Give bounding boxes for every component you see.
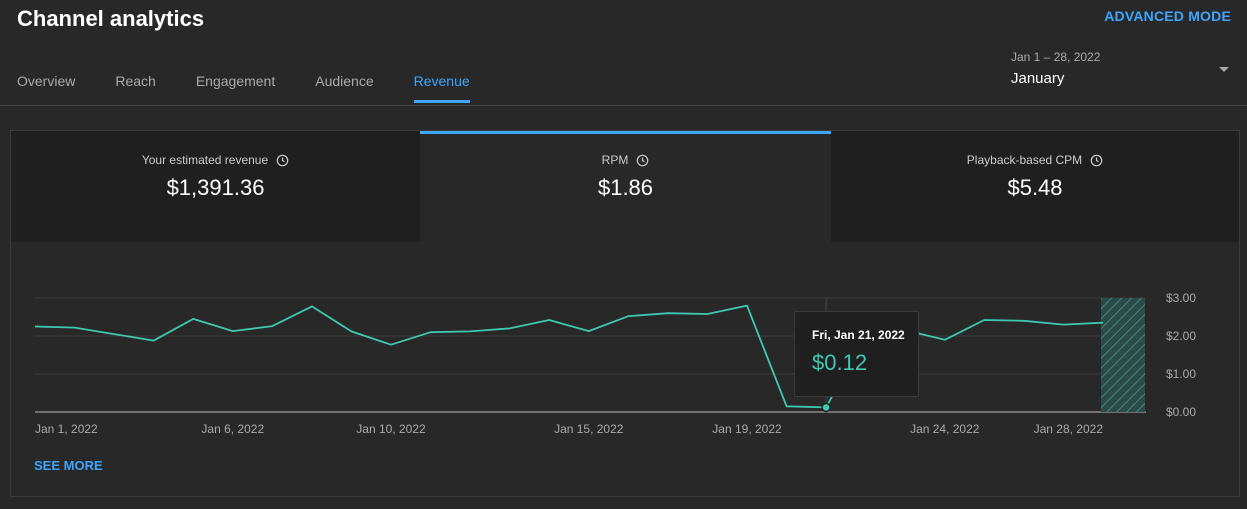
see-more-link[interactable]: SEE MORE bbox=[34, 458, 103, 473]
date-range-dropdown[interactable]: Jan 1 – 28, 2022 January bbox=[1011, 50, 1233, 94]
metric-estimated-revenue[interactable]: Your estimated revenue $1,391.36 bbox=[11, 131, 420, 242]
data-point[interactable] bbox=[309, 303, 315, 309]
y-tick-label: $1.00 bbox=[1166, 367, 1196, 381]
data-point[interactable] bbox=[1021, 318, 1027, 324]
data-point[interactable] bbox=[625, 313, 631, 319]
analytics-tabs: Overview Reach Engagement Audience Reven… bbox=[17, 73, 510, 106]
y-tick-label: $2.00 bbox=[1166, 329, 1196, 343]
data-point[interactable] bbox=[190, 316, 196, 322]
chevron-down-icon bbox=[1219, 67, 1229, 72]
x-tick-label: Jan 19, 2022 bbox=[712, 422, 782, 436]
data-point[interactable] bbox=[546, 317, 552, 323]
tab-engagement[interactable]: Engagement bbox=[195, 73, 276, 89]
metric-rpm[interactable]: RPM $1.86 bbox=[420, 131, 831, 242]
x-tick-label: Jan 24, 2022 bbox=[910, 422, 980, 436]
metric-label: Your estimated revenue bbox=[141, 153, 269, 167]
data-point[interactable] bbox=[784, 403, 790, 409]
series-line bbox=[34, 304, 1104, 409]
y-tick-label: $3.00 bbox=[1166, 291, 1196, 305]
data-point[interactable] bbox=[665, 310, 671, 316]
tab-reach[interactable]: Reach bbox=[115, 73, 156, 89]
data-point[interactable] bbox=[348, 328, 354, 334]
data-point[interactable] bbox=[507, 325, 513, 331]
date-range-text: Jan 1 – 28, 2022 bbox=[1011, 50, 1101, 64]
tab-audience[interactable]: Audience bbox=[315, 73, 374, 89]
data-point[interactable] bbox=[942, 337, 948, 343]
incomplete-data-hatch bbox=[1101, 298, 1145, 412]
tooltip-date: Fri, Jan 21, 2022 bbox=[812, 328, 905, 342]
metric-playback-cpm[interactable]: Playback-based CPM $5.48 bbox=[831, 131, 1239, 242]
data-point[interactable] bbox=[1100, 320, 1106, 326]
header-divider bbox=[0, 105, 1247, 106]
metric-value: $1.86 bbox=[597, 175, 654, 200]
x-tick-label: Jan 10, 2022 bbox=[356, 422, 426, 436]
data-point[interactable] bbox=[72, 325, 78, 331]
data-point[interactable] bbox=[32, 324, 38, 330]
advanced-mode-button[interactable]: ADVANCED MODE bbox=[1104, 8, 1231, 24]
data-point[interactable] bbox=[981, 317, 987, 323]
page-title: Channel analytics bbox=[17, 6, 205, 31]
highlighted-data-point[interactable] bbox=[821, 402, 831, 413]
y-tick-label: $0.00 bbox=[1166, 405, 1196, 419]
rpm-line-chart: Jan 1, 2022 Jan 6, 2022 Jan 10, 2022 Jan 15… bbox=[32, 291, 1196, 436]
tab-revenue[interactable]: Revenue bbox=[413, 73, 470, 106]
metric-value: $1,391.36 bbox=[166, 175, 265, 200]
date-range-label: January bbox=[1011, 70, 1065, 87]
data-point[interactable] bbox=[428, 329, 434, 335]
data-point[interactable] bbox=[388, 342, 394, 348]
data-point[interactable] bbox=[704, 311, 710, 317]
data-point[interactable] bbox=[111, 331, 117, 337]
clock-icon bbox=[637, 154, 649, 166]
chart-tooltip: Fri, Jan 21, 2022 $0.12 bbox=[794, 311, 919, 397]
tooltip-value: $0.12 bbox=[812, 350, 868, 375]
data-point[interactable] bbox=[230, 328, 236, 334]
data-point[interactable] bbox=[586, 328, 592, 334]
data-point[interactable] bbox=[1060, 322, 1066, 328]
data-point[interactable] bbox=[269, 323, 275, 329]
x-tick-label: Jan 6, 2022 bbox=[201, 422, 264, 436]
data-point[interactable] bbox=[744, 303, 750, 309]
revenue-card: Your estimated revenue $1,391.36 RPM $1.… bbox=[10, 130, 1240, 497]
x-tick-label: Jan 15, 2022 bbox=[554, 422, 624, 436]
x-tick-label: Jan 1, 2022 bbox=[35, 422, 98, 436]
metric-label: Playback-based CPM bbox=[966, 153, 1083, 167]
tab-overview[interactable]: Overview bbox=[17, 73, 76, 89]
metric-value: $5.48 bbox=[1007, 175, 1063, 200]
data-point[interactable] bbox=[467, 328, 473, 334]
clock-icon bbox=[1090, 154, 1103, 166]
metric-label: RPM bbox=[601, 153, 629, 167]
data-point[interactable] bbox=[151, 338, 157, 344]
x-tick-label: Jan 28, 2022 bbox=[1034, 422, 1104, 436]
clock-icon bbox=[276, 154, 289, 166]
